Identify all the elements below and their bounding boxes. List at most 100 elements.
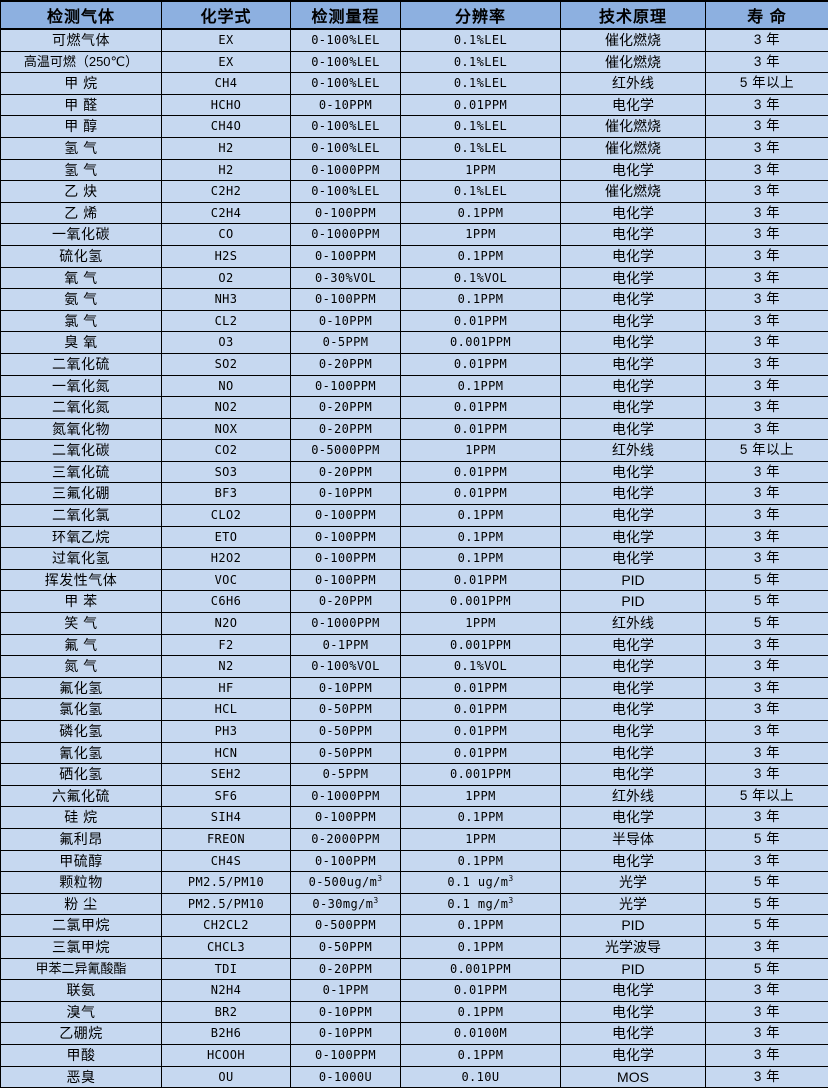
cell-gas: 氟 气 bbox=[1, 634, 162, 656]
cell-tech: 电化学 bbox=[561, 332, 706, 354]
cell-res: 0.10U bbox=[401, 1066, 561, 1088]
cell-life: 3 年 bbox=[706, 461, 828, 483]
cell-res: 0.01PPM bbox=[401, 483, 561, 505]
cell-life: 3 年 bbox=[706, 1001, 828, 1023]
cell-gas: 粉 尘 bbox=[1, 893, 162, 915]
cell-tech: 电化学 bbox=[561, 267, 706, 289]
cell-range: 0-2000PPM bbox=[291, 828, 401, 850]
cell-life: 3 年 bbox=[706, 418, 828, 440]
cell-res: 0.1PPM bbox=[401, 915, 561, 937]
cell-range: 0-20PPM bbox=[291, 397, 401, 419]
cell-formula: CLO2 bbox=[162, 505, 291, 527]
cell-tech: 催化燃烧 bbox=[561, 51, 706, 73]
cell-formula: HF bbox=[162, 677, 291, 699]
cell-res: 1PPM bbox=[401, 159, 561, 181]
cell-range: 0-1000PPM bbox=[291, 613, 401, 635]
cell-gas: 氧 气 bbox=[1, 267, 162, 289]
cell-res: 0.001PPM bbox=[401, 634, 561, 656]
cell-res: 0.01PPM bbox=[401, 418, 561, 440]
cell-formula: NH3 bbox=[162, 289, 291, 311]
cell-formula: CO2 bbox=[162, 440, 291, 462]
cell-life: 3 年 bbox=[706, 721, 828, 743]
cell-tech: 光学 bbox=[561, 893, 706, 915]
cell-life: 3 年 bbox=[706, 1044, 828, 1066]
cell-res: 0.001PPM bbox=[401, 591, 561, 613]
cell-tech: 电化学 bbox=[561, 483, 706, 505]
cell-life: 3 年 bbox=[706, 1066, 828, 1088]
cell-range: 0-10PPM bbox=[291, 483, 401, 505]
cell-gas: 三氧化硫 bbox=[1, 461, 162, 483]
cell-gas: 甲苯二异氰酸酯 bbox=[1, 958, 162, 980]
cell-gas: 颗粒物 bbox=[1, 872, 162, 894]
cell-life: 3 年 bbox=[706, 807, 828, 829]
cell-res: 0.1PPM bbox=[401, 202, 561, 224]
cell-life: 5 年 bbox=[706, 569, 828, 591]
cell-res: 1PPM bbox=[401, 613, 561, 635]
cell-res: 0.01PPM bbox=[401, 699, 561, 721]
cell-gas: 溴气 bbox=[1, 1001, 162, 1023]
cell-tech: 电化学 bbox=[561, 634, 706, 656]
cell-gas: 硅 烷 bbox=[1, 807, 162, 829]
cell-life: 3 年 bbox=[706, 526, 828, 548]
cell-tech: 催化燃烧 bbox=[561, 29, 706, 51]
cell-res: 0.1PPM bbox=[401, 505, 561, 527]
cell-res: 0.1 mg/m3 bbox=[401, 893, 561, 915]
cell-life: 3 年 bbox=[706, 181, 828, 203]
cell-formula: ETO bbox=[162, 526, 291, 548]
cell-formula: F2 bbox=[162, 634, 291, 656]
cell-formula: H2 bbox=[162, 137, 291, 159]
cell-res: 0.01PPM bbox=[401, 310, 561, 332]
cell-tech: 电化学 bbox=[561, 721, 706, 743]
cell-range: 0-50PPM bbox=[291, 936, 401, 958]
cell-res: 0.01PPM bbox=[401, 742, 561, 764]
cell-formula: CH2CL2 bbox=[162, 915, 291, 937]
cell-res: 0.01PPM bbox=[401, 397, 561, 419]
cell-life: 3 年 bbox=[706, 764, 828, 786]
cell-gas: 笑 气 bbox=[1, 613, 162, 635]
table-header-row: 检测气体 化学式 检测量程 分辨率 技术原理 寿 命 bbox=[1, 1, 828, 29]
cell-life: 3 年 bbox=[706, 310, 828, 332]
cell-tech: 电化学 bbox=[561, 245, 706, 267]
cell-formula: HCHO bbox=[162, 94, 291, 116]
cell-formula: FREON bbox=[162, 828, 291, 850]
cell-range: 0-100%LEL bbox=[291, 116, 401, 138]
cell-life: 5 年以上 bbox=[706, 73, 828, 95]
cell-range: 0-100PPM bbox=[291, 375, 401, 397]
cell-life: 5 年 bbox=[706, 893, 828, 915]
cell-gas: 氢 气 bbox=[1, 159, 162, 181]
cell-gas: 氯化氢 bbox=[1, 699, 162, 721]
cell-formula: CH4S bbox=[162, 850, 291, 872]
cell-gas: 氨 气 bbox=[1, 289, 162, 311]
cell-tech: 电化学 bbox=[561, 289, 706, 311]
cell-tech: 催化燃烧 bbox=[561, 116, 706, 138]
cell-gas: 硫化氢 bbox=[1, 245, 162, 267]
cell-tech: 光学波导 bbox=[561, 936, 706, 958]
cell-res: 0.1PPM bbox=[401, 289, 561, 311]
cell-range: 0-100%LEL bbox=[291, 181, 401, 203]
cell-tech: 催化燃烧 bbox=[561, 181, 706, 203]
cell-res: 1PPM bbox=[401, 785, 561, 807]
cell-gas: 挥发性气体 bbox=[1, 569, 162, 591]
cell-range: 0-5PPM bbox=[291, 764, 401, 786]
cell-formula: NO2 bbox=[162, 397, 291, 419]
cell-formula: VOC bbox=[162, 569, 291, 591]
cell-tech: 电化学 bbox=[561, 764, 706, 786]
cell-gas: 乙 烯 bbox=[1, 202, 162, 224]
cell-life: 3 年 bbox=[706, 742, 828, 764]
cell-formula: TDI bbox=[162, 958, 291, 980]
cell-range: 0-1000PPM bbox=[291, 159, 401, 181]
cell-range: 0-100%LEL bbox=[291, 73, 401, 95]
cell-formula: SF6 bbox=[162, 785, 291, 807]
